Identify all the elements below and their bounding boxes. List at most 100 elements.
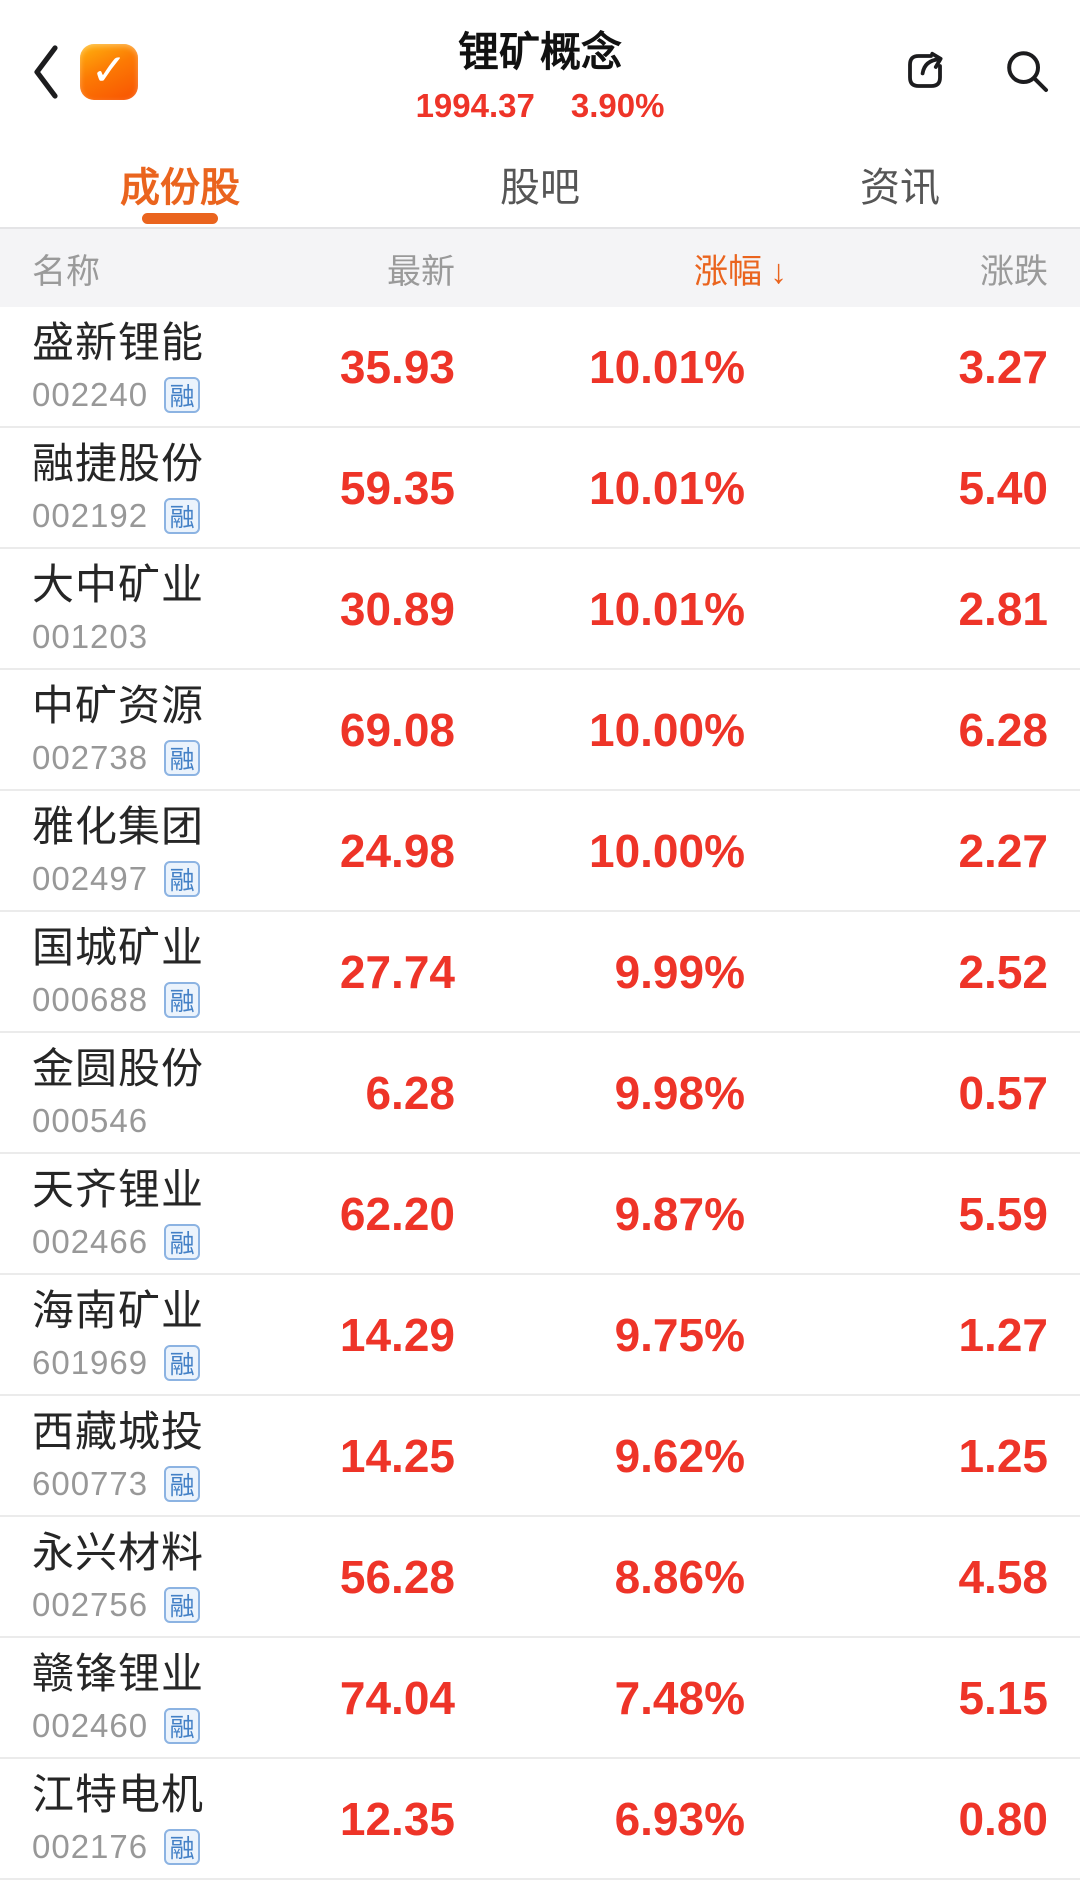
stock-name: 江特电机 xyxy=(32,1770,205,1818)
index-value: 1994.37 xyxy=(415,87,535,125)
table-row[interactable]: 天齐锂业 002466 融 62.20 9.87% 5.59 xyxy=(0,1154,1080,1275)
stock-price: 74.04 xyxy=(339,1671,455,1724)
stock-name-cell: 海南矿业 601969 融 xyxy=(32,1287,265,1382)
col-change-percent[interactable]: 涨幅 ↓ xyxy=(694,252,787,291)
stock-price: 27.74 xyxy=(339,945,455,998)
stock-change-percent: 8.86% xyxy=(614,1550,745,1603)
stock-change-percent: 7.48% xyxy=(614,1671,745,1724)
stock-price: 12.35 xyxy=(339,1792,455,1845)
stock-name: 雅化集团 xyxy=(32,802,205,850)
stock-change-percent: 9.98% xyxy=(614,1066,745,1119)
stock-change-percent: 10.00% xyxy=(588,703,745,756)
stock-name-cell: 西藏城投 600773 融 xyxy=(32,1408,265,1503)
stock-code: 001203 xyxy=(32,618,149,656)
stock-price: 62.20 xyxy=(339,1187,455,1240)
stock-name-cell: 大中矿业 001203 xyxy=(32,561,265,656)
stock-name-cell: 赣锋锂业 002460 融 xyxy=(32,1650,265,1745)
stock-name-cell: 雅化集团 002497 融 xyxy=(32,803,265,898)
table-row[interactable]: 金圆股份 000546 6.28 9.98% 0.57 xyxy=(0,1033,1080,1154)
stock-price: 14.25 xyxy=(339,1429,455,1482)
stock-price: 6.28 xyxy=(365,1066,455,1119)
table-row[interactable]: 江特电机 002176 融 12.35 6.93% 0.80 xyxy=(0,1759,1080,1880)
stock-code: 002192 xyxy=(32,497,149,535)
table-row[interactable]: 融捷股份 002192 融 59.35 10.01% 5.40 xyxy=(0,428,1080,549)
stock-price: 14.29 xyxy=(339,1308,455,1361)
margin-badge: 融 xyxy=(164,498,201,535)
table-row[interactable]: 赣锋锂业 002460 融 74.04 7.48% 5.15 xyxy=(0,1638,1080,1759)
stock-change-amount: 2.81 xyxy=(958,582,1048,635)
table-column-header: 名称 最新 涨幅 ↓ 涨跌 xyxy=(0,229,1080,307)
stock-name-cell: 国城矿业 000688 融 xyxy=(32,924,265,1019)
stock-change-amount: 1.27 xyxy=(958,1308,1048,1361)
table-row[interactable]: 海南矿业 601969 融 14.29 9.75% 1.27 xyxy=(0,1275,1080,1396)
back-button[interactable] xyxy=(26,40,66,104)
margin-badge: 融 xyxy=(164,1345,201,1382)
stock-name-cell: 中矿资源 002738 融 xyxy=(32,682,265,777)
stock-code: 000688 xyxy=(32,981,149,1019)
stock-name: 永兴材料 xyxy=(32,1528,205,1576)
col-latest[interactable]: 最新 xyxy=(387,252,455,291)
stock-name: 赣锋锂业 xyxy=(32,1649,205,1697)
stock-name-cell: 盛新锂能 002240 融 xyxy=(32,319,265,414)
share-button[interactable] xyxy=(896,40,954,102)
stock-code: 002466 xyxy=(32,1223,149,1261)
table-row[interactable]: 大中矿业 001203 30.89 10.01% 2.81 xyxy=(0,549,1080,670)
app-header: ✓ 锂矿概念 1994.37 3.90% xyxy=(0,0,1080,140)
stock-change-percent: 10.00% xyxy=(588,824,745,877)
index-change: 3.90% xyxy=(570,87,665,125)
stock-code: 000546 xyxy=(32,1102,149,1140)
margin-badge: 融 xyxy=(164,1224,201,1261)
stock-change-amount: 3.27 xyxy=(958,340,1048,393)
col-name: 名称 xyxy=(32,252,100,291)
stock-price: 56.28 xyxy=(339,1550,455,1603)
table-row[interactable]: 永兴材料 002756 融 56.28 8.86% 4.58 xyxy=(0,1517,1080,1638)
tab-news[interactable]: 资讯 xyxy=(860,165,940,210)
tab-constituents[interactable]: 成份股 xyxy=(0,140,360,227)
share-icon xyxy=(897,43,953,99)
margin-badge: 融 xyxy=(164,1466,201,1503)
stock-change-amount: 6.28 xyxy=(958,703,1048,756)
stock-change-amount: 0.80 xyxy=(958,1792,1048,1845)
stock-name: 天齐锂业 xyxy=(32,1165,205,1213)
margin-badge: 融 xyxy=(164,740,201,777)
tab-forum[interactable]: 股吧 xyxy=(500,165,580,210)
stock-price: 59.35 xyxy=(339,461,455,514)
stock-change-percent: 9.75% xyxy=(614,1308,745,1361)
stock-code: 002497 xyxy=(32,860,149,898)
stock-code: 002460 xyxy=(32,1707,149,1745)
table-row[interactable]: 西藏城投 600773 融 14.25 9.62% 1.25 xyxy=(0,1396,1080,1517)
stock-name: 大中矿业 xyxy=(32,560,205,608)
stock-change-percent: 10.01% xyxy=(588,461,745,514)
stock-change-percent: 6.93% xyxy=(614,1792,745,1845)
table-row[interactable]: 雅化集团 002497 融 24.98 10.00% 2.27 xyxy=(0,791,1080,912)
stock-change-amount: 2.27 xyxy=(958,824,1048,877)
search-icon xyxy=(1000,44,1054,98)
stock-code: 002176 xyxy=(32,1828,149,1866)
stock-name: 西藏城投 xyxy=(32,1407,205,1455)
stock-price: 69.08 xyxy=(339,703,455,756)
stock-name-cell: 融捷股份 002192 融 xyxy=(32,440,265,535)
margin-badge: 融 xyxy=(164,1587,201,1624)
back-chevron-icon xyxy=(29,42,63,102)
stock-list: 盛新锂能 002240 融 35.93 10.01% 3.27 融捷股份 002… xyxy=(0,307,1080,1880)
stock-name: 金圆股份 xyxy=(32,1044,205,1092)
margin-badge: 融 xyxy=(164,1708,201,1745)
stock-change-amount: 5.40 xyxy=(958,461,1048,514)
stock-code: 002240 xyxy=(32,376,149,414)
table-row[interactable]: 中矿资源 002738 融 69.08 10.00% 6.28 xyxy=(0,670,1080,791)
stock-code: 002756 xyxy=(32,1586,149,1624)
stock-change-amount: 5.59 xyxy=(958,1187,1048,1240)
stock-change-amount: 4.58 xyxy=(958,1550,1048,1603)
app-check-icon[interactable]: ✓ xyxy=(80,44,138,100)
margin-badge: 融 xyxy=(164,861,201,898)
table-row[interactable]: 盛新锂能 002240 融 35.93 10.01% 3.27 xyxy=(0,307,1080,428)
stock-name: 盛新锂能 xyxy=(32,318,205,366)
stock-change-percent: 9.62% xyxy=(614,1429,745,1482)
col-change-amount[interactable]: 涨跌 xyxy=(980,252,1048,291)
table-row[interactable]: 国城矿业 000688 融 27.74 9.99% 2.52 xyxy=(0,912,1080,1033)
stock-change-amount: 0.57 xyxy=(958,1066,1048,1119)
stock-change-amount: 2.52 xyxy=(958,945,1048,998)
stock-name-cell: 江特电机 002176 融 xyxy=(32,1771,265,1866)
search-button[interactable] xyxy=(998,40,1056,102)
stock-code: 002738 xyxy=(32,739,149,777)
